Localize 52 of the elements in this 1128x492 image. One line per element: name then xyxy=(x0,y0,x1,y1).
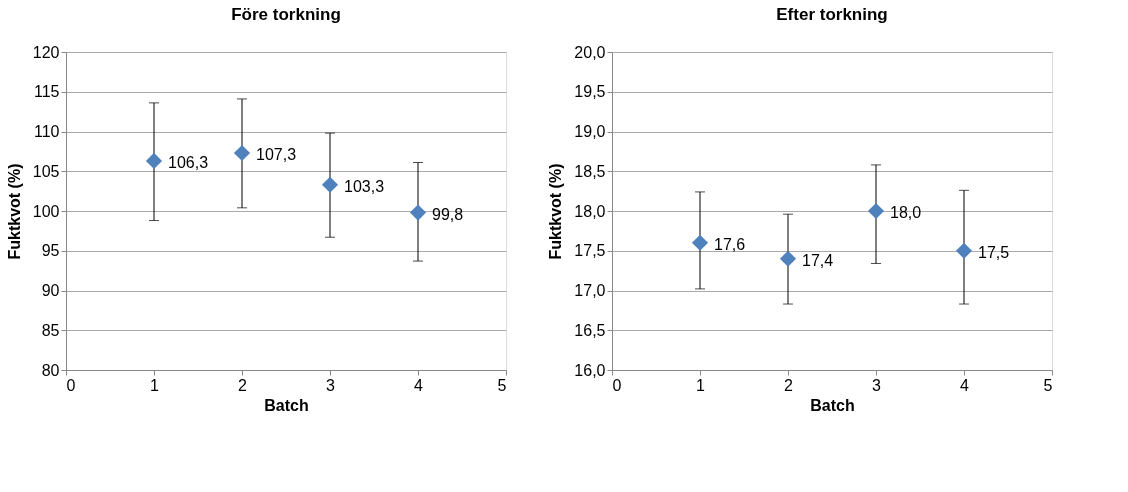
data-label: 103,3 xyxy=(344,177,385,195)
y-tick-label: 80 xyxy=(41,361,60,379)
x-tick-label: 2 xyxy=(784,376,794,394)
y-tick-label: 105 xyxy=(32,162,60,180)
point xyxy=(955,242,973,259)
x-tick-label: 3 xyxy=(326,376,336,394)
y-tick-label: 95 xyxy=(41,242,60,260)
data-label: 106,3 xyxy=(168,153,209,171)
x-tick-label: 4 xyxy=(414,376,424,394)
data-label: 18,0 xyxy=(890,204,922,221)
data-label: 17,4 xyxy=(802,251,834,269)
y-tick-label: 20,0 xyxy=(574,43,606,61)
x-tick-label: 2 xyxy=(238,376,248,394)
x-tick-label: 0 xyxy=(612,376,622,394)
point xyxy=(409,204,427,221)
y-tick-label: 120 xyxy=(32,43,60,61)
y-tick-label: 19,0 xyxy=(574,123,606,140)
y-tick-label: 100 xyxy=(32,202,60,220)
x-tick-label: 4 xyxy=(960,376,970,394)
y-axis-title: Fuktkvot (%) xyxy=(547,163,565,260)
x-axis-title: Batch xyxy=(810,396,855,414)
x-tick-label: 1 xyxy=(150,376,160,394)
y-tick-label: 17,5 xyxy=(574,242,606,260)
y-tick-label: 16,0 xyxy=(574,361,606,379)
point xyxy=(321,176,339,193)
data-label: 99,8 xyxy=(432,205,464,223)
x-axis-title: Batch xyxy=(264,396,309,414)
y-tick-label: 110 xyxy=(33,123,60,140)
point xyxy=(145,152,163,169)
data-label: 17,5 xyxy=(978,243,1010,261)
y-tick-label: 17,0 xyxy=(574,282,606,299)
y-tick-label: 90 xyxy=(41,282,60,299)
data-label: 17,6 xyxy=(714,235,746,253)
point xyxy=(233,144,251,162)
y-tick-label: 18,0 xyxy=(574,202,606,220)
y-tick-label: 18,5 xyxy=(574,162,606,180)
x-tick-label: 3 xyxy=(872,376,882,394)
point xyxy=(867,202,885,220)
y-tick-label: 85 xyxy=(41,321,60,339)
chart-title: Före torkning xyxy=(231,5,341,24)
y-tick-label: 19,5 xyxy=(574,83,606,101)
y-tick-label: 115 xyxy=(33,83,60,101)
point xyxy=(691,234,709,251)
y-tick-label: 16,5 xyxy=(574,321,606,339)
data-label: 107,3 xyxy=(256,145,297,163)
x-tick-label: 5 xyxy=(1043,376,1053,394)
y-axis-title: Fuktkvot (%) xyxy=(5,163,23,260)
x-tick-label: 1 xyxy=(696,376,706,394)
x-tick-label: 0 xyxy=(66,376,76,394)
point xyxy=(779,250,797,267)
chart-title: Efter torkning xyxy=(776,5,888,24)
x-tick-label: 5 xyxy=(497,376,507,394)
